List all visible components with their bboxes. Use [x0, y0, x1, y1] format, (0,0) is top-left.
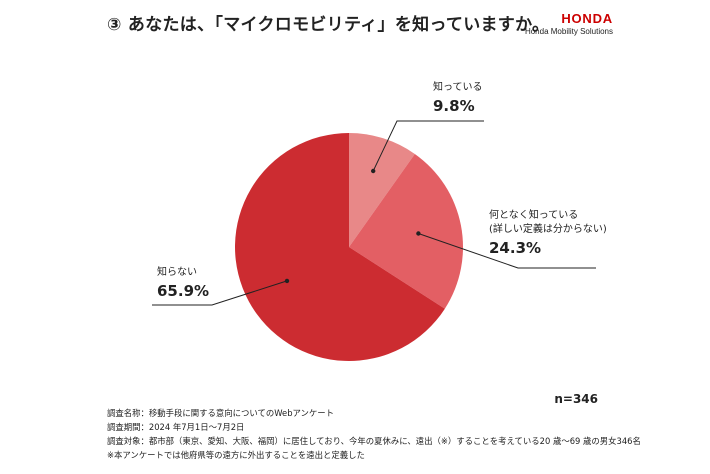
pie-slice-3: [235, 133, 445, 361]
value-label-2: 24.3%: [489, 239, 541, 257]
category-label-3: 知らない: [157, 265, 197, 278]
category-label-2-line-1: 何となく知っている: [489, 208, 578, 221]
callout-dot-2: [416, 231, 421, 236]
value-label-3: 65.9%: [157, 282, 209, 300]
chart-title: ③ あなたは、「マイクロモビリティ」を知っていますか。: [107, 15, 550, 35]
brand-subtitle: Honda Mobility Solutions: [524, 27, 613, 36]
note-definition: ※本アンケートでは他府県等の遠方に外出することを遠出と定義した: [107, 450, 365, 460]
sample-size: n=346: [554, 392, 598, 406]
callout-line-2: [418, 233, 596, 269]
survey-notes: 調査名称：移動手段に関する意向についてのWebアンケート 調査期間：2024 年…: [107, 406, 641, 462]
pie-slice-1: [349, 133, 415, 247]
callout-line-3: [152, 280, 288, 306]
pie-slice-2: [349, 153, 464, 309]
callout-dot-1: [371, 168, 376, 174]
callout-dot-3: [284, 278, 290, 284]
category-label-2-line-2: (詳しい定義は分からない): [489, 222, 607, 235]
callout-line-1: [372, 120, 484, 172]
note-survey-target: 調査対象：都市部（東京、愛知、大阪、福岡）に居住しており、今年の夏休みに、遠出（…: [107, 436, 641, 446]
note-survey-period: 調査期間：2024 年7月1日〜7月2日: [107, 422, 245, 432]
honda-logo: HONDA Honda Mobility Solutions: [525, 12, 613, 37]
brand-logo-text: HONDA: [561, 11, 613, 26]
category-label-1: 知っている: [433, 80, 483, 93]
note-survey-name: 調査名称：移動手段に関する意向についてのWebアンケート: [107, 408, 335, 418]
value-label-1: 9.8%: [433, 97, 475, 115]
